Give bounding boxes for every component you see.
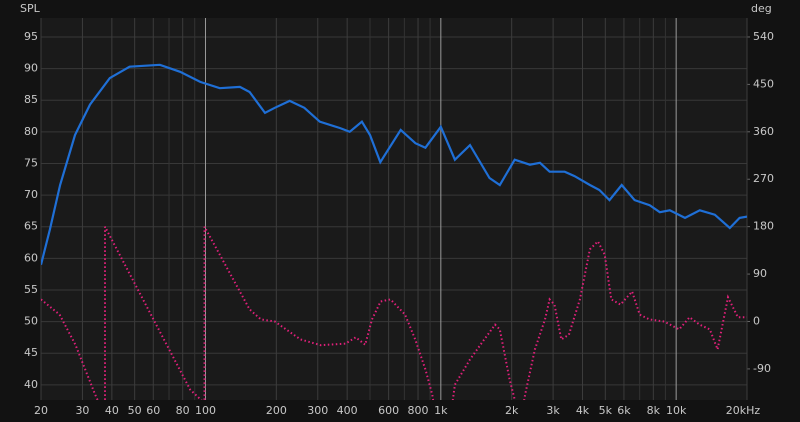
x-tick-label: 2k	[505, 404, 519, 417]
y-tick-label: 50	[24, 315, 38, 328]
y2-tick-label: 0	[753, 314, 760, 327]
y2-tick-label: 180	[753, 220, 774, 233]
x-tick-label: 3k	[546, 404, 560, 417]
x-tick-label: 10k	[666, 404, 687, 417]
x-tick-label: 50	[128, 404, 142, 417]
y-tick-label: 65	[24, 220, 38, 233]
spl-line	[41, 63, 747, 265]
y-tick-label: 75	[24, 156, 38, 169]
x-tick-label: 60	[146, 404, 160, 417]
y2-tick-label: 270	[753, 172, 774, 185]
x-tick-label: 30	[75, 404, 89, 417]
x-tick-label: 20	[34, 404, 48, 417]
y2-tick-label: 360	[753, 125, 774, 138]
phase-line	[41, 226, 747, 400]
x-tick-label: 20kHz	[726, 404, 761, 417]
y2-axis-label: deg	[751, 2, 772, 15]
y2-tick-label: 540	[753, 30, 774, 43]
x-tick-label: 1k	[434, 404, 448, 417]
y-tick-label: 45	[24, 346, 38, 359]
y2-tick-label: -90	[753, 362, 771, 375]
y2-tick-label: 450	[753, 77, 774, 90]
x-tick-label: 8k	[647, 404, 661, 417]
y-tick-label: 60	[24, 251, 38, 264]
y-tick-label: 70	[24, 188, 38, 201]
y-tick-label: 40	[24, 378, 38, 391]
x-tick-label: 400	[337, 404, 358, 417]
x-tick-label: 4k	[576, 404, 590, 417]
y-tick-label: 85	[24, 93, 38, 106]
x-tick-label: 6k	[617, 404, 631, 417]
x-tick-label: 40	[105, 404, 119, 417]
x-tick-label: 5k	[599, 404, 613, 417]
x-tick-label: 100	[195, 404, 216, 417]
x-tick-label: 600	[378, 404, 399, 417]
y-tick-label: 80	[24, 125, 38, 138]
x-tick-label: 800	[408, 404, 429, 417]
x-tick-label: 80	[176, 404, 190, 417]
plot-area	[41, 18, 747, 400]
y-tick-label: 90	[24, 62, 38, 75]
y2-tick-label: 90	[753, 267, 767, 280]
y-tick-label: 95	[24, 30, 38, 43]
x-tick-label: 300	[307, 404, 328, 417]
y-axis-label: SPL	[20, 2, 41, 15]
x-tick-label: 200	[266, 404, 287, 417]
y-tick-label: 55	[24, 283, 38, 296]
